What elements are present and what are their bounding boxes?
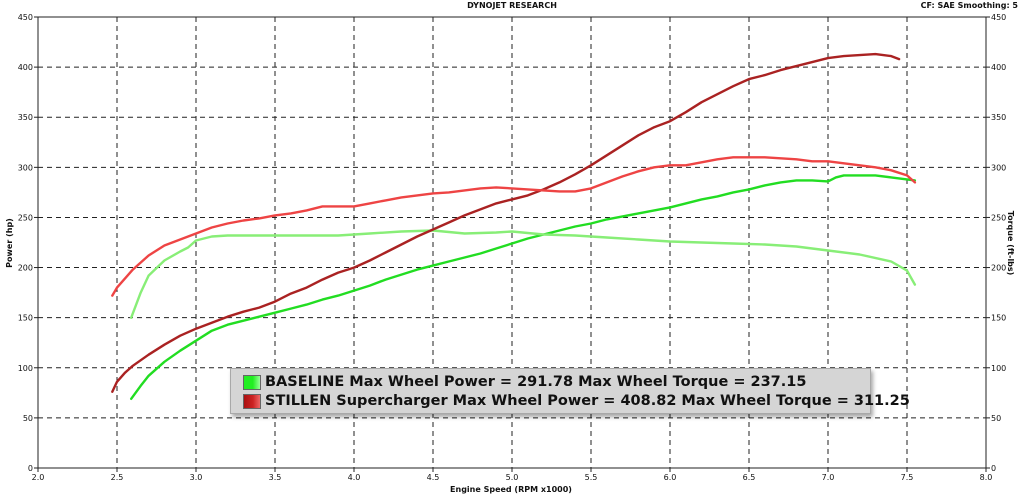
x-tick-label: 3.5 xyxy=(269,473,282,482)
legend-entry-stillen: STILLEN Supercharger Max Wheel Power = 4… xyxy=(243,391,910,411)
y-tick-label-right: 350 xyxy=(991,113,1006,122)
legend-torque-value: 311.25 xyxy=(853,393,910,409)
series-layer xyxy=(111,52,917,400)
y-tick-label-right: 450 xyxy=(991,13,1006,22)
y-tick-label-left: 0 xyxy=(28,464,33,473)
y-tick-label-right: 400 xyxy=(991,63,1006,72)
y-tick-label-left: 450 xyxy=(18,13,33,22)
x-tick-label: 6.5 xyxy=(743,473,756,482)
legend-series-name: BASELINE xyxy=(265,374,345,390)
y-tick-label-left: 300 xyxy=(18,163,33,172)
stillen-power-line xyxy=(111,52,901,393)
y-tick-label-right: 0 xyxy=(991,464,996,473)
legend-torque-value: 237.15 xyxy=(750,374,807,390)
y-tick-label-right: 50 xyxy=(991,414,1001,423)
legend-power-value: 291.78 xyxy=(517,374,574,390)
legend-entry-baseline: BASELINE Max Wheel Power = 291.78 Max Wh… xyxy=(243,372,806,392)
chart-title: DYNOJET RESEARCH xyxy=(467,1,557,10)
x-tick-label: 2.0 xyxy=(32,473,45,482)
y-tick-label-right: 300 xyxy=(991,163,1006,172)
baseline-power-line xyxy=(130,174,917,400)
y-tick-label-left: 200 xyxy=(18,264,33,273)
plot-frame xyxy=(34,16,990,472)
y-tick-label-left: 100 xyxy=(18,364,33,373)
legend-swatch-stillen xyxy=(243,393,261,409)
x-tick-label: 8.0 xyxy=(980,473,993,482)
y-tick-label-left: 250 xyxy=(18,213,33,222)
legend-series-name: STILLEN Supercharger xyxy=(265,393,448,409)
correction-smoothing-label: CF: SAE Smoothing: 5 xyxy=(920,1,1018,10)
legend-power-label: Max Wheel Power = xyxy=(349,374,513,390)
legend-power-label: Max Wheel Power = xyxy=(452,393,616,409)
x-tick-label: 4.5 xyxy=(427,473,440,482)
x-tick-label: 4.0 xyxy=(348,473,361,482)
tick-labels: 2.0 2.5 3.0 3.5 4.0 4.5 5.0 5.5 6.0 6.5 7.0 7.5 8.00… xyxy=(18,13,1007,482)
y-tick-label-left: 400 xyxy=(18,63,33,72)
x-tick-label: 2.5 xyxy=(111,473,124,482)
y-tick-label-right: 150 xyxy=(991,314,1006,323)
y-tick-label-right: 100 xyxy=(991,364,1006,373)
y-axis-title-right: Torque (ft-lbs) xyxy=(1006,211,1015,276)
y-tick-label-left: 50 xyxy=(23,414,33,423)
plot-border xyxy=(37,16,987,469)
legend-torque-label: Max Wheel Torque = xyxy=(681,393,849,409)
y-tick-label-left: 150 xyxy=(18,314,33,323)
stillen-torque-line xyxy=(111,156,917,297)
y-tick-label-right: 200 xyxy=(991,264,1006,273)
baseline-torque-line xyxy=(130,229,917,319)
y-tick-label-left: 350 xyxy=(18,113,33,122)
y-tick-label-right: 250 xyxy=(991,213,1006,222)
x-axis-title: Engine Speed (RPM x1000) xyxy=(450,485,572,494)
x-tick-label: 5.0 xyxy=(506,473,519,482)
legend-torque-label: Max Wheel Torque = xyxy=(578,374,746,390)
x-tick-label: 7.5 xyxy=(901,473,914,482)
legend-swatch-baseline xyxy=(243,374,261,390)
y-axis-title-left: Power (hp) xyxy=(5,218,14,268)
legend-power-value: 408.82 xyxy=(620,393,677,409)
x-tick-label: 6.0 xyxy=(664,473,677,482)
legend-box: BASELINE Max Wheel Power = 291.78 Max Wh… xyxy=(230,368,910,414)
x-tick-label: 3.0 xyxy=(190,473,203,482)
x-tick-label: 7.0 xyxy=(822,473,835,482)
x-tick-label: 5.5 xyxy=(585,473,598,482)
